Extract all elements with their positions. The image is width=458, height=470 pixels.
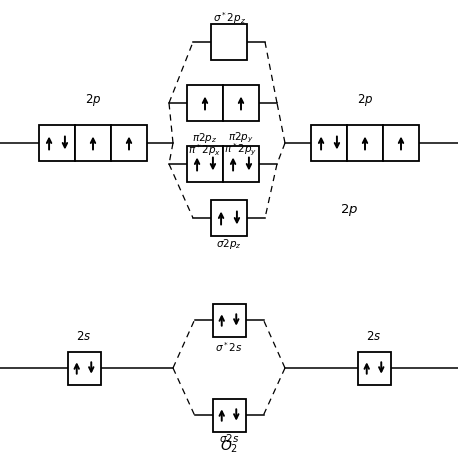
- Bar: [211, 200, 247, 236]
- Bar: [223, 146, 259, 182]
- Bar: [358, 352, 391, 384]
- Bar: [383, 125, 419, 161]
- Text: $\sigma2s$: $\sigma2s$: [219, 432, 239, 444]
- Text: $O_2$: $O_2$: [220, 439, 238, 455]
- Bar: [211, 24, 247, 60]
- Bar: [187, 146, 223, 182]
- Text: $\sigma^*2s$: $\sigma^*2s$: [215, 340, 243, 354]
- Bar: [187, 85, 223, 121]
- Bar: [67, 352, 100, 384]
- Bar: [39, 125, 75, 161]
- Bar: [213, 399, 245, 431]
- Bar: [223, 85, 259, 121]
- Bar: [213, 304, 245, 337]
- Bar: [347, 125, 383, 161]
- Bar: [75, 125, 111, 161]
- Text: $\pi^*2p_x$: $\pi^*2p_x$: [189, 142, 222, 158]
- Text: $2p$: $2p$: [340, 202, 358, 218]
- Text: $\sigma2p_z$: $\sigma2p_z$: [216, 237, 242, 251]
- Bar: [311, 125, 347, 161]
- Text: $2p$: $2p$: [357, 92, 373, 108]
- Bar: [111, 125, 147, 161]
- Text: $2p$: $2p$: [85, 92, 101, 108]
- Text: $\pi2p_y$: $\pi2p_y$: [228, 131, 254, 145]
- Text: $2s$: $2s$: [366, 330, 382, 343]
- Text: $2s$: $2s$: [76, 330, 92, 343]
- Text: $\pi^*2p_y$: $\pi^*2p_y$: [224, 142, 257, 158]
- Text: $\pi2p_z$: $\pi2p_z$: [192, 131, 218, 145]
- Text: $\sigma^*2p_z$: $\sigma^*2p_z$: [213, 10, 245, 26]
